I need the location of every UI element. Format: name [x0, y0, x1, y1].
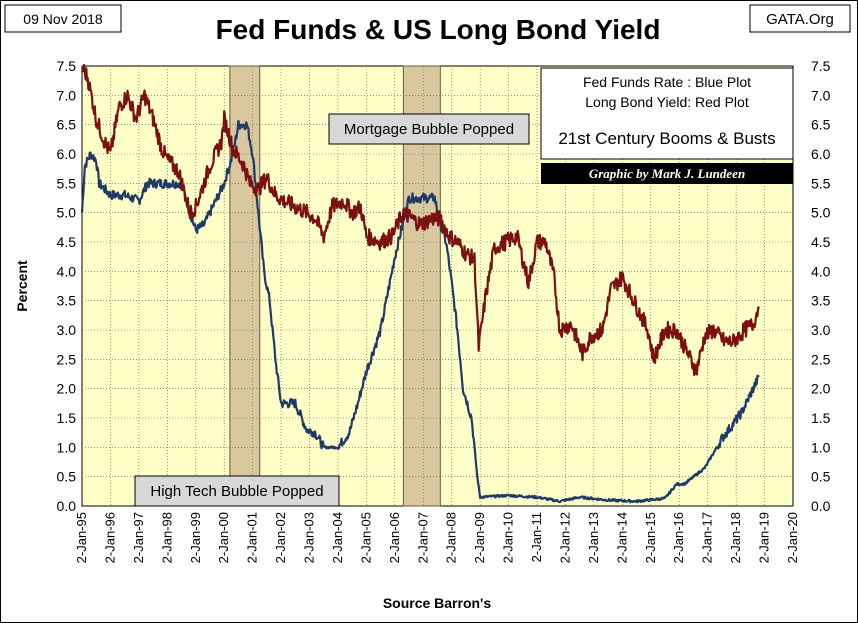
x-axis-label: Source Barron's — [383, 595, 492, 611]
x-tick-23: 2-Jan-18 — [728, 512, 743, 563]
y-tick-labels-right: 0.0 0.5 1.0 1.5 2.0 2.5 3.0 3.5 4.0 4.5 5.0 5.5 6.0 6… — [811, 58, 831, 514]
mortgage-annotation: Mortgage Bubble Popped — [344, 121, 514, 138]
y-tick-left-4: 2.0 — [57, 381, 77, 397]
x-tick-8: 2-Jan-03 — [302, 512, 317, 563]
y-tick-right-7: 3.5 — [811, 293, 831, 309]
hightech-annotation-box — [134, 475, 340, 507]
x-tick-1: 2-Jan-96 — [102, 512, 117, 563]
y-tick-right-14: 7.0 — [811, 87, 831, 103]
y-tick-right-5: 2.5 — [811, 351, 831, 367]
x-tick-0: 2-Jan-95 — [74, 512, 89, 563]
credit-banner — [541, 163, 793, 184]
x-tick-17: 2-Jan-12 — [557, 512, 572, 563]
y-tick-right-10: 5.0 — [811, 205, 831, 221]
source-tag: GATA.Org — [766, 11, 834, 28]
x-tick-12: 2-Jan-07 — [415, 512, 430, 563]
y-tick-left-6: 3.0 — [57, 322, 77, 338]
x-tick-13: 2-Jan-08 — [444, 512, 459, 563]
y-tick-right-2: 1.0 — [811, 439, 831, 455]
series-layer — [80, 63, 760, 504]
y-tick-left-1: 0.5 — [57, 469, 77, 485]
x-tick-24: 2-Jan-19 — [757, 512, 772, 563]
x-tick-15: 2-Jan-10 — [501, 512, 516, 563]
y-tick-left-10: 5.0 — [57, 205, 77, 221]
legend-line-1: Fed Funds Rate : Blue Plot — [583, 74, 751, 90]
x-tick-3: 2-Jan-98 — [159, 512, 174, 563]
y-tick-right-6: 3.0 — [811, 322, 831, 338]
x-tick-10: 2-Jan-05 — [358, 512, 373, 563]
x-tick-6: 2-Jan-01 — [245, 512, 260, 563]
y-axis-label: Percent — [14, 260, 30, 312]
chart-title: Fed Funds & US Long Bond Yield — [216, 14, 661, 45]
y-tick-labels-left: 0.0 0.5 1.0 1.5 2.0 2.5 3.0 3.5 4.0 4.5 5.0 5.5 6.0 6… — [57, 58, 77, 514]
y-tick-right-3: 1.5 — [811, 410, 831, 426]
y-tick-left-5: 2.5 — [57, 351, 77, 367]
y-tick-left-0: 0.0 — [57, 498, 77, 514]
x-tick-25: 2-Jan-20 — [785, 512, 800, 563]
y-tick-left-9: 4.5 — [57, 234, 77, 250]
y-tick-right-11: 5.5 — [811, 175, 831, 191]
credit-text: Graphic by Mark J. Lundeen — [589, 166, 745, 181]
x-tick-5: 2-Jan-00 — [216, 512, 231, 563]
y-tick-right-12: 6.0 — [811, 146, 831, 162]
y-tick-left-2: 1.0 — [57, 439, 77, 455]
y-tick-right-1: 0.5 — [811, 469, 831, 485]
series-line-long-bond — [81, 63, 760, 376]
x-tick-19: 2-Jan-14 — [614, 512, 629, 563]
y-tick-left-14: 7.0 — [57, 87, 77, 103]
x-tick-18: 2-Jan-13 — [586, 512, 601, 563]
y-tick-left-13: 6.5 — [57, 117, 77, 133]
y-tick-right-9: 4.5 — [811, 234, 831, 250]
source-tag-box — [749, 4, 851, 33]
shaded-period-0 — [229, 65, 261, 507]
legend-line-3: 21st Century Booms & Busts — [558, 129, 775, 148]
mortgage-annotation-box — [328, 113, 530, 145]
x-tick-16: 2-Jan-11 — [529, 512, 544, 562]
x-tick-9: 2-Jan-04 — [330, 512, 345, 563]
x-tick-11: 2-Jan-06 — [387, 512, 402, 563]
y-tick-right-0: 0.0 — [811, 498, 831, 514]
y-tick-left-8: 4.0 — [57, 263, 77, 279]
legend-line-2: Long Bond Yield: Red Plot — [585, 94, 749, 110]
x-tick-20: 2-Jan-15 — [643, 512, 658, 563]
y-tick-right-8: 4.0 — [811, 263, 831, 279]
date-box — [4, 4, 122, 33]
hightech-annotation: High Tech Bubble Popped — [150, 483, 323, 500]
gridlines — [82, 66, 793, 506]
legend-box — [540, 67, 794, 160]
x-tick-14: 2-Jan-09 — [472, 512, 487, 563]
y-tick-left-11: 5.5 — [57, 175, 77, 191]
y-tick-right-13: 6.5 — [811, 117, 831, 133]
y-tick-left-12: 6.0 — [57, 146, 77, 162]
x-tick-21: 2-Jan-16 — [671, 512, 686, 563]
x-tick-2: 2-Jan-97 — [131, 512, 146, 563]
y-tick-left-15: 7.5 — [57, 58, 77, 74]
y-tick-left-7: 3.5 — [57, 293, 77, 309]
date-label: 09 Nov 2018 — [23, 11, 103, 27]
x-tick-22: 2-Jan-17 — [700, 512, 715, 563]
x-tick-4: 2-Jan-99 — [188, 512, 203, 563]
series-line-fed-funds — [80, 119, 760, 504]
x-tick-7: 2-Jan-02 — [273, 512, 288, 563]
x-tick-labels: 2-Jan-95 2-Jan-96 2-Jan-97 2-Jan-98 2-Jan-99… — [74, 512, 800, 563]
y-tick-right-15: 7.5 — [811, 58, 831, 74]
y-tick-right-4: 2.0 — [811, 381, 831, 397]
y-tick-left-3: 1.5 — [57, 410, 77, 426]
